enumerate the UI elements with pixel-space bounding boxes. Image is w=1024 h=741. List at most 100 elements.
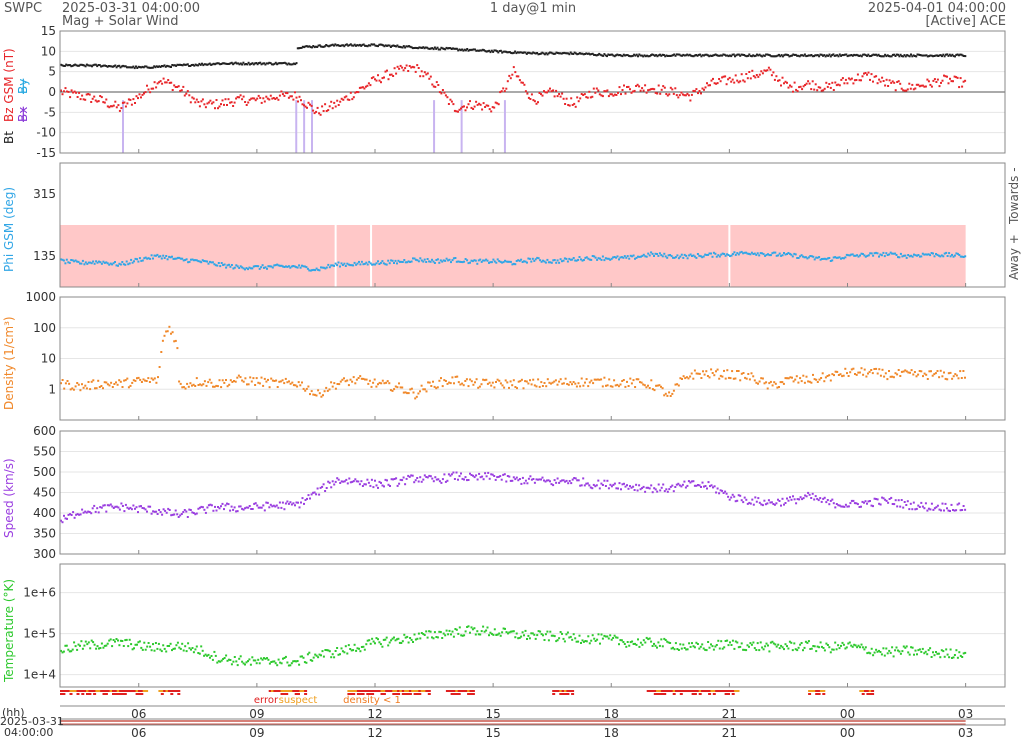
phi-point: [261, 264, 264, 267]
bt-point: [774, 55, 777, 58]
phi-point: [788, 252, 791, 255]
phi-point: [673, 256, 676, 259]
speed-point: [613, 482, 616, 485]
bz-point: [452, 103, 455, 106]
temperature-frame: [59, 563, 1006, 688]
bz-point: [109, 105, 112, 108]
status-mark: [453, 690, 456, 692]
density-point: [263, 377, 266, 380]
temperature-point: [597, 633, 600, 636]
bt-point: [780, 54, 783, 57]
bt-point: [441, 47, 444, 50]
speed-point: [177, 516, 180, 518]
bz-point: [724, 75, 727, 78]
temperature-point: [568, 636, 571, 639]
bt-point: [757, 54, 760, 57]
speed-point: [733, 495, 736, 498]
density-point: [831, 373, 834, 376]
speed-point: [227, 503, 230, 506]
bt-point: [662, 54, 665, 56]
bt-point: [756, 53, 758, 56]
speed-frame: [59, 430, 1006, 555]
bz-point: [215, 99, 218, 101]
bz-point: [772, 71, 775, 74]
temperature-point: [245, 661, 248, 664]
density-point: [954, 373, 957, 376]
status-mark: [731, 690, 735, 692]
speed-point: [816, 497, 819, 500]
phi-point: [644, 255, 647, 258]
phi-point: [264, 266, 267, 269]
temperature-point: [483, 630, 486, 633]
phi-point: [794, 253, 797, 256]
density-point: [457, 381, 460, 384]
speed-point: [938, 508, 941, 511]
bt-point: [415, 47, 418, 49]
temperature-point: [382, 638, 385, 641]
speed-point: [419, 476, 422, 479]
speed-point: [210, 504, 213, 507]
density-point: [538, 385, 541, 388]
temperature-point: [733, 647, 736, 650]
bz-point: [173, 84, 176, 87]
temperature-point: [657, 641, 660, 644]
speed-point: [767, 499, 770, 502]
speed-point: [819, 497, 822, 500]
bz-point: [617, 91, 619, 94]
speed-point: [681, 483, 684, 486]
density-point: [233, 380, 235, 382]
speed-point: [807, 491, 810, 494]
bt-point: [92, 64, 95, 67]
status-mark: [347, 693, 351, 695]
speed-point: [189, 509, 192, 511]
bt-point: [872, 53, 875, 56]
phi-point: [531, 257, 534, 260]
bt-point: [657, 54, 660, 57]
phi-point: [249, 267, 252, 270]
speed-point: [512, 476, 515, 479]
phi-point: [182, 259, 185, 262]
speed-point: [597, 479, 600, 482]
density-point: [753, 379, 756, 382]
speed-point: [450, 473, 453, 476]
bt-point: [79, 63, 82, 66]
phi-point: [321, 266, 324, 269]
temperature-point: [930, 656, 933, 658]
density-point: [661, 387, 664, 390]
phi-point: [916, 254, 918, 257]
density-point: [760, 377, 763, 380]
bz-point: [917, 83, 920, 86]
bz-point: [60, 89, 62, 92]
speed-point: [117, 506, 120, 509]
speed-point: [90, 512, 93, 515]
density-point: [234, 380, 237, 383]
speed-point: [926, 509, 929, 512]
bt-point: [338, 44, 341, 47]
temperature-point: [870, 647, 873, 650]
speed-point: [841, 505, 844, 508]
bt-point: [944, 53, 947, 56]
phi-point: [639, 255, 642, 258]
temperature-point: [121, 640, 124, 642]
bz-point: [189, 101, 192, 104]
speed-point: [911, 508, 914, 511]
temperature-point: [790, 641, 793, 644]
temperature-point: [492, 633, 495, 636]
temperature-point: [582, 640, 585, 643]
temperature-point: [609, 634, 612, 637]
phi-point: [195, 259, 198, 262]
density-point: [813, 378, 816, 381]
temperature-point: [711, 645, 714, 648]
bz-point: [195, 98, 198, 101]
phi-point: [745, 251, 748, 254]
bz-point: [775, 75, 778, 78]
bt-point: [922, 54, 925, 57]
bz-point: [280, 90, 283, 93]
phi-point: [191, 258, 194, 261]
phi-point: [474, 259, 477, 262]
y-tick-label: 315: [33, 187, 56, 201]
density-point: [328, 388, 331, 391]
temperature-point: [553, 635, 556, 638]
density-point: [76, 382, 79, 384]
